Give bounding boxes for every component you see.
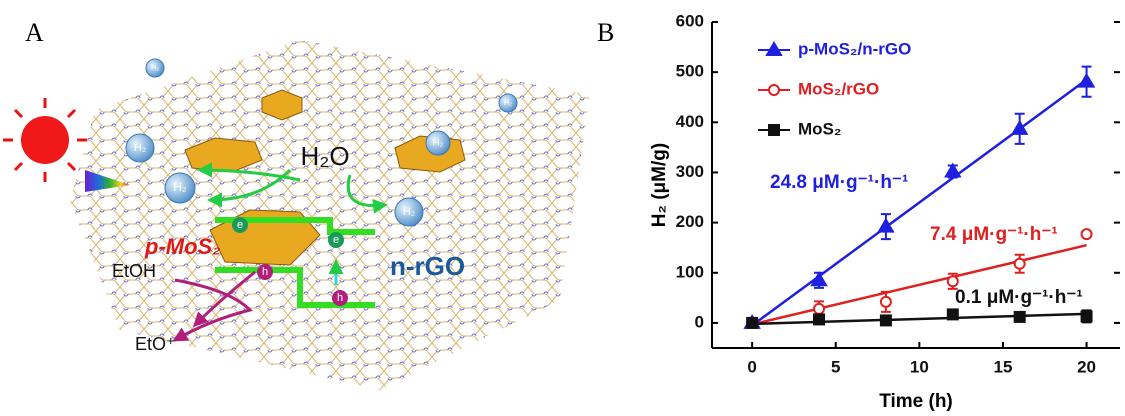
y-tick-label: 200 xyxy=(676,212,704,231)
data-point xyxy=(946,308,959,321)
x-tick-label: 5 xyxy=(831,357,840,376)
panel-label: A xyxy=(25,18,44,47)
data-point xyxy=(877,217,895,233)
water-label: H₂O xyxy=(300,141,349,171)
data-point xyxy=(946,275,959,288)
electron xyxy=(328,232,344,248)
x-tick-label: 20 xyxy=(1077,357,1096,376)
fit-line xyxy=(751,243,1087,326)
y-tick-label: 500 xyxy=(676,62,704,81)
h2-bubble-label: H₂ xyxy=(403,206,415,218)
legend-marker xyxy=(768,124,780,136)
panel-label: B xyxy=(597,18,614,47)
h2-bubble xyxy=(125,133,155,163)
data-point xyxy=(879,314,892,327)
data-point xyxy=(1013,257,1026,270)
hole-label: h xyxy=(337,292,343,304)
data-point xyxy=(1077,72,1096,88)
h2-bubble-label: H₂ xyxy=(151,63,159,72)
n-rgo-label: n-rGO xyxy=(390,251,465,281)
h2-bubble xyxy=(145,58,165,78)
h2-bubble-label: H₂ xyxy=(504,98,512,107)
data-point xyxy=(746,316,759,329)
data-point xyxy=(1010,119,1029,135)
h2-bubble-label: H₂ xyxy=(134,142,146,154)
electron-label: e xyxy=(333,234,339,246)
x-axis-label: Time (h) xyxy=(879,391,953,412)
diagram: H₂ H₂ H₂ H₂ H₂ H₂ e e h h H₂O p-MoS₂ n-rGO EtOH EtO⁺ xyxy=(3,40,590,390)
p-mos2-label: p-MoS₂ xyxy=(144,234,221,259)
eto-label: EtO⁺ xyxy=(135,334,176,354)
data-point xyxy=(813,302,826,315)
data-point xyxy=(944,162,962,178)
legend-marker xyxy=(768,84,780,96)
hole xyxy=(332,290,348,306)
data-point xyxy=(1080,228,1093,241)
x-tick-label: 10 xyxy=(910,357,929,376)
rate-annotation: 0.1 μM·g⁻¹·h⁻¹ xyxy=(955,287,1083,308)
data-point xyxy=(1080,310,1093,323)
rate-annotation: 7.4 μM·g⁻¹·h⁻¹ xyxy=(930,224,1058,245)
data-point xyxy=(1013,310,1026,323)
sun xyxy=(3,98,87,182)
data-point xyxy=(813,313,826,326)
x-tick-label: 0 xyxy=(747,357,756,376)
legend-label: MoS₂ xyxy=(798,119,841,138)
electron-label: e xyxy=(237,219,243,231)
h2-bubble xyxy=(164,172,196,204)
legend-marker xyxy=(765,41,783,56)
legend-label: p-MoS₂/n-rGO xyxy=(798,39,911,58)
chart: 0 100 200 300 400 500 600 0 5 10 15 20 Time (h) H₂ (μ… xyxy=(649,11,1120,412)
data-point xyxy=(810,271,828,287)
x-tick-label: 15 xyxy=(993,357,1012,376)
rate-annotation: 24.8 μM·g⁻¹·h⁻¹ xyxy=(770,172,908,193)
graphene-sheet xyxy=(70,40,590,390)
hole xyxy=(257,264,273,280)
h2-bubble xyxy=(394,197,424,227)
fit-line xyxy=(752,312,1087,326)
fit-line xyxy=(751,78,1088,327)
y-axis-label: H₂ (μM/g) xyxy=(649,143,670,227)
sun-disc xyxy=(21,116,69,164)
arrows xyxy=(172,162,388,342)
electron xyxy=(232,217,248,233)
etoh-label: EtOH xyxy=(112,261,156,281)
h2-bubble xyxy=(425,130,451,156)
y-tick-label: 400 xyxy=(676,112,704,131)
data-point xyxy=(879,295,892,308)
y-tick-label: 0 xyxy=(695,312,704,331)
legend-label: MoS₂/rGO xyxy=(798,79,879,98)
h2-bubble-label: H₂ xyxy=(173,180,187,194)
y-tick-label: 100 xyxy=(676,262,704,281)
light-spectrum xyxy=(85,170,130,192)
hole-label: h xyxy=(262,266,268,278)
y-tick-label: 300 xyxy=(676,162,704,181)
h2-bubble-label: H₂ xyxy=(433,138,444,149)
y-tick-label: 600 xyxy=(676,11,704,30)
h2-bubble xyxy=(498,93,518,113)
